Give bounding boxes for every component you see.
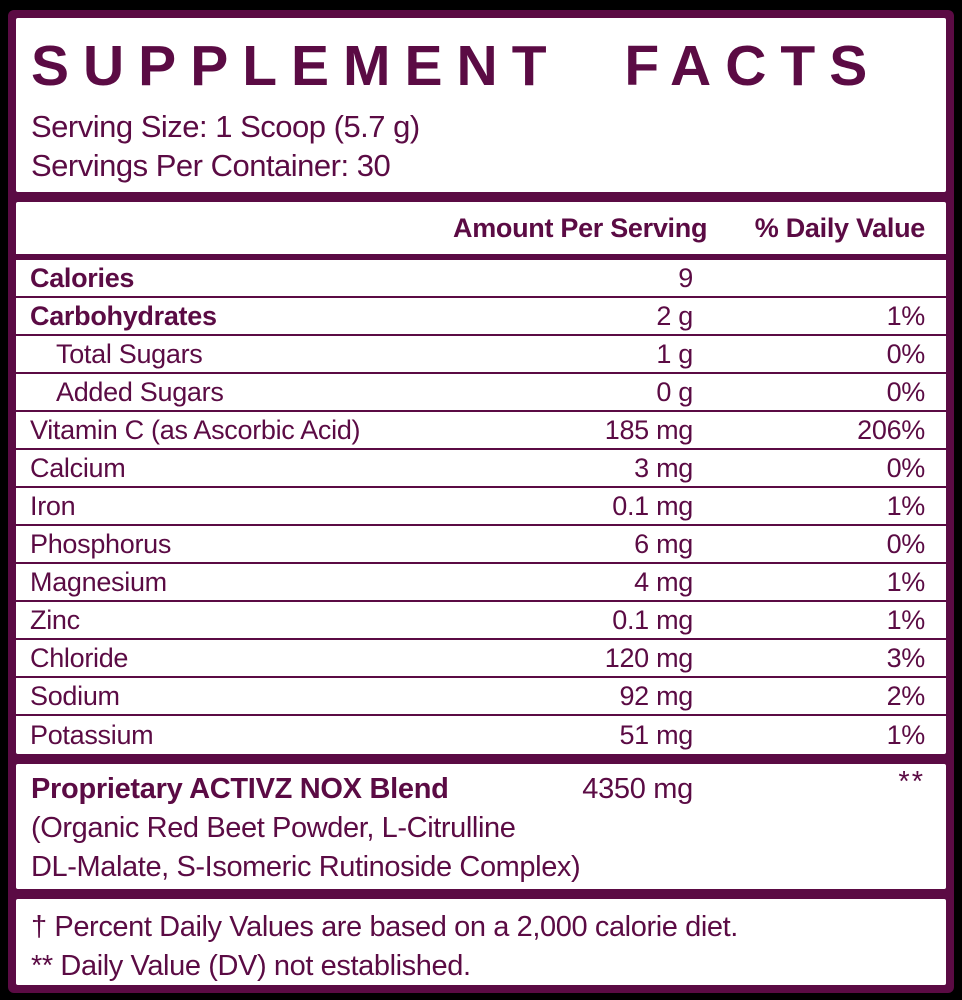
nutrient-name: Total Sugars [56, 338, 203, 369]
nutrient-row: Zinc 0.1 mg 1% [16, 602, 946, 640]
nutrient-daily-value: 0% [886, 528, 926, 559]
nutrient-name: Potassium [30, 719, 154, 750]
nutrient-name: Phosphorus [30, 528, 172, 559]
blend-ingredients-line-1: (Organic Red Beet Powder, L-Citrulline [31, 811, 516, 844]
nutrient-name: Calcium [30, 452, 126, 483]
nutrient-row: Potassium 51 mg 1% [16, 716, 946, 754]
nutrient-row: Sodium 92 mg 2% [16, 678, 946, 716]
proprietary-blend-section: Proprietary ACTIVZ NOX Blend 4350 mg ** … [16, 764, 946, 889]
nutrient-amount: 1 g [656, 338, 693, 369]
nutrient-name: Magnesium [30, 566, 167, 597]
nutrient-name: Added Sugars [56, 376, 224, 407]
nutrient-daily-value: 0% [886, 338, 926, 369]
footnotes-section: † Percent Daily Values are based on a 2,… [16, 899, 946, 985]
nutrient-daily-value: 1% [886, 300, 926, 331]
blend-daily-value-asterisks: ** [898, 766, 925, 798]
table-header-row: Amount Per Serving % Daily Value [16, 202, 946, 260]
blend-row: Proprietary ACTIVZ NOX Blend 4350 mg ** [31, 766, 925, 809]
panel-title: SUPPLEMENT FACTS [31, 34, 882, 98]
blend-name: Proprietary ACTIVZ NOX Blend [31, 773, 449, 805]
nutrient-row: Phosphorus 6 mg 0% [16, 526, 946, 564]
nutrient-row: Added Sugars 0 g 0% [16, 374, 946, 412]
nutrient-table-section: Amount Per Serving % Daily Value Calorie… [16, 202, 946, 754]
nutrient-name: Chloride [30, 642, 129, 673]
nutrient-row: Chloride 120 mg 3% [16, 640, 946, 678]
nutrient-rows: Calories 9 Carbohydrates 2 g 1% Total Su… [16, 260, 946, 754]
nutrient-daily-value: 0% [886, 376, 926, 407]
nutrient-amount: 120 mg [604, 642, 694, 673]
nutrient-amount: 0.1 mg [612, 604, 693, 635]
nutrient-amount: 9 [678, 262, 693, 293]
nutrient-amount: 0 g [656, 376, 693, 407]
nutrient-daily-value: 206% [857, 414, 925, 445]
nutrient-amount: 0.1 mg [612, 490, 693, 521]
nutrient-daily-value: 1% [886, 719, 926, 750]
nutrient-daily-value: 1% [886, 566, 926, 597]
nutrient-amount: 4 mg [634, 566, 693, 597]
blend-ingredients-line-2: DL-Malate, S-Isomeric Rutinoside Complex… [31, 850, 581, 883]
nutrient-amount: 2 g [656, 300, 693, 331]
footnote-dv-not-established: ** Daily Value (DV) not established. [31, 949, 471, 982]
nutrient-row: Calories 9 [16, 260, 946, 298]
header-section: SUPPLEMENT FACTS Serving Size: 1 Scoop (… [16, 18, 946, 192]
nutrient-name: Calories [30, 262, 135, 293]
nutrient-name: Iron [30, 490, 76, 521]
column-header-daily-value: % Daily Value [754, 212, 926, 243]
nutrient-row: Calcium 3 mg 0% [16, 450, 946, 488]
nutrient-name: Vitamin C (as Ascorbic Acid) [30, 414, 361, 445]
column-header-amount: Amount Per Serving [453, 212, 708, 243]
nutrient-name: Zinc [30, 604, 80, 635]
nutrient-daily-value: 0% [886, 452, 926, 483]
nutrient-daily-value: 3% [886, 642, 926, 673]
nutrient-name: Carbohydrates [30, 300, 217, 331]
blend-amount: 4350 mg [582, 773, 693, 805]
nutrient-amount: 185 mg [604, 414, 694, 445]
nutrient-amount: 92 mg [619, 680, 693, 711]
nutrient-row: Magnesium 4 mg 1% [16, 564, 946, 602]
serving-size: Serving Size: 1 Scoop (5.7 g) [31, 109, 420, 144]
servings-per-container: Servings Per Container: 30 [31, 148, 391, 184]
nutrient-amount: 3 mg [634, 452, 693, 483]
nutrient-row: Carbohydrates 2 g 1% [16, 298, 946, 336]
nutrient-daily-value: 1% [886, 604, 926, 635]
nutrient-amount: 6 mg [634, 528, 693, 559]
nutrient-row: Vitamin C (as Ascorbic Acid) 185 mg 206% [16, 412, 946, 450]
supplement-facts-panel: SUPPLEMENT FACTS Serving Size: 1 Scoop (… [8, 10, 954, 993]
nutrient-amount: 51 mg [619, 719, 693, 750]
nutrient-row: Iron 0.1 mg 1% [16, 488, 946, 526]
footnote-daily-values: † Percent Daily Values are based on a 2,… [31, 911, 738, 943]
nutrient-daily-value: 1% [886, 490, 926, 521]
nutrient-name: Sodium [30, 680, 120, 711]
nutrient-daily-value: 2% [886, 680, 926, 711]
nutrient-row: Total Sugars 1 g 0% [16, 336, 946, 374]
